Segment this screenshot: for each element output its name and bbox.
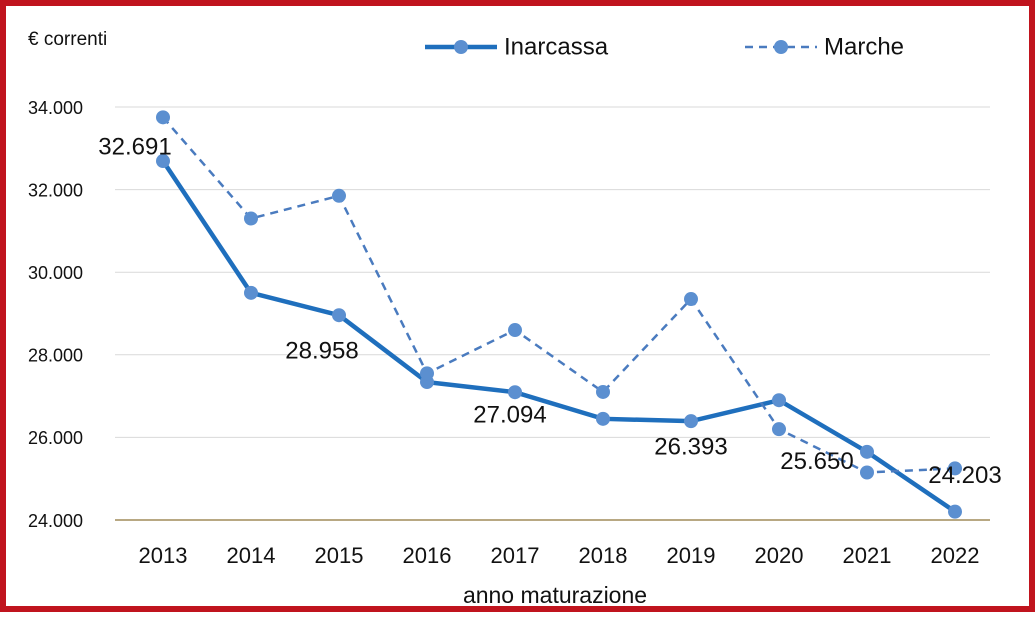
x-tick-label: 2013 (139, 543, 188, 568)
point (596, 411, 610, 426)
point (772, 393, 786, 408)
y-axis-label: € correnti (28, 29, 107, 50)
point (156, 154, 170, 169)
series-line (161, 159, 957, 514)
point (948, 504, 962, 519)
y-tick-label: 30.000 (28, 263, 83, 283)
y-tick-label: 34.000 (28, 98, 83, 118)
point (508, 385, 522, 400)
series-line (162, 116, 956, 474)
data-label: 27.094 (473, 402, 546, 429)
legend-label: Inarcassa (504, 33, 609, 60)
x-tick-label: 2019 (667, 543, 716, 568)
legend-marker (454, 40, 468, 54)
point (684, 414, 698, 429)
data-label: 24.203 (928, 462, 1001, 489)
y-tick-label: 26.000 (28, 428, 83, 448)
y-tick-label: 32.000 (28, 180, 83, 200)
x-tick-label: 2017 (491, 543, 540, 568)
x-tick-label: 2015 (315, 543, 364, 568)
point (596, 384, 610, 399)
x-tick-label: 2021 (843, 543, 892, 568)
x-tick-label: 2014 (227, 543, 276, 568)
point (948, 461, 962, 476)
point (332, 308, 346, 323)
legend-marker (774, 40, 788, 54)
data-label: 28.958 (285, 338, 358, 365)
x-tick-label: 2020 (755, 543, 804, 568)
point (244, 285, 258, 300)
point (244, 211, 258, 226)
x-tick-label: 2022 (931, 543, 980, 568)
y-tick-label: 28.000 (28, 346, 83, 366)
point (860, 465, 874, 480)
point (156, 110, 170, 125)
data-label: 26.393 (654, 434, 727, 461)
point (860, 444, 874, 459)
x-axis-label: anno maturazione (463, 582, 647, 608)
point (420, 366, 434, 381)
point (332, 188, 346, 203)
point (772, 422, 786, 437)
x-tick-label: 2016 (403, 543, 452, 568)
point (684, 292, 698, 307)
y-tick-label: 24.000 (28, 511, 83, 531)
data-label: 32.691 (98, 133, 171, 160)
data-label: 25.650 (780, 448, 853, 475)
legend-label: Marche (824, 33, 904, 60)
x-tick-label: 2018 (579, 543, 628, 568)
point (508, 323, 522, 338)
